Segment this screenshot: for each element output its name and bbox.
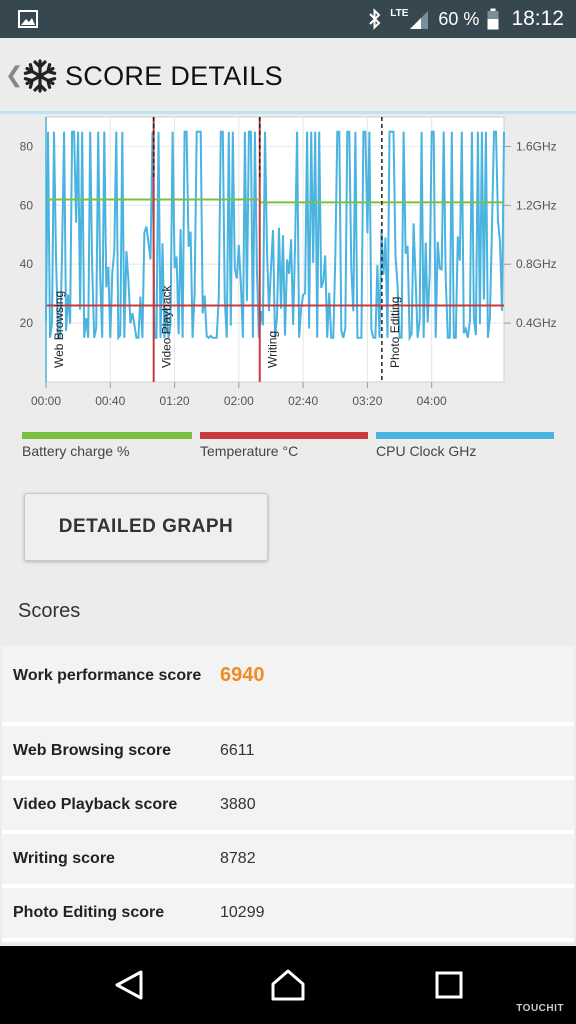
marker-label: Web Browsing [52, 291, 66, 368]
x-tick: 02:00 [224, 394, 254, 408]
navigation-bar: TOUCHIT [0, 946, 576, 1024]
x-tick: 00:00 [31, 394, 61, 408]
score-label: Photo Editing score [13, 904, 165, 921]
legend-battery-label: Battery charge % [22, 443, 130, 459]
page-title: SCORE DETAILS [65, 61, 283, 91]
x-tick: 01:20 [160, 394, 190, 408]
battery-percent: 60 % [438, 8, 480, 29]
score-value: 6611 [220, 742, 255, 759]
series-cpu-clock [45, 130, 505, 342]
legend-battery-swatch [22, 432, 192, 439]
back-icon[interactable] [112, 968, 146, 1002]
watermark: TOUCHIT [516, 1003, 564, 1014]
home-icon[interactable] [270, 968, 306, 1002]
score-label: Writing score [13, 850, 115, 867]
y-right-tick: 1.2GHz [516, 198, 557, 212]
chevron-left-icon[interactable]: ❮ [5, 62, 24, 87]
score-value: 10299 [220, 904, 265, 921]
score-value: 8782 [220, 850, 256, 867]
detailed-graph-button[interactable]: DETAILED GRAPH [24, 493, 268, 561]
scores-table: Work performance score 6940 Web Browsing… [2, 646, 574, 942]
x-tick: 02:40 [288, 394, 318, 408]
recents-icon[interactable] [434, 968, 464, 1002]
y-right-tick: 0.8GHz [516, 257, 557, 271]
chart-svg: 20 40 60 80 0.4GHz 0.8GHz 1.2GHz 1.6GHz 00:00 00:… [20, 116, 557, 408]
action-bar: ❮ SCORE DETAILS [0, 38, 576, 114]
score-row-video: Video Playback score 3880 [2, 780, 574, 834]
legend-cpu-swatch [376, 432, 554, 439]
legend-cpu: CPU Clock GHz [376, 432, 554, 459]
score-value: 6940 [220, 664, 265, 686]
legend-temperature-label: Temperature °C [200, 443, 299, 459]
signal-icon [410, 11, 429, 29]
score-row-writing: Writing score 8782 [2, 834, 574, 888]
y-right-tick: 0.4GHz [516, 316, 557, 330]
score-row-photo: Photo Editing score 10299 [2, 888, 574, 942]
battery-chart: 20 40 60 80 0.4GHz 0.8GHz 1.2GHz 1.6GHz 00:00 00:… [0, 114, 576, 414]
y-right-tick: 1.6GHz [516, 139, 557, 153]
x-tick: 03:20 [352, 394, 382, 408]
score-label: Work performance score [13, 667, 202, 684]
legend-temperature: Temperature °C [200, 432, 368, 459]
y-left-tick: 80 [20, 139, 34, 153]
marker-label: Writing [266, 331, 280, 368]
marker-label: Photo Editing [388, 297, 402, 368]
network-type: LTE [390, 7, 409, 19]
clock: 18:12 [511, 7, 564, 30]
marker-label: Video Playback [160, 285, 174, 369]
chart-legend: Battery charge % Temperature °C CPU Cloc… [22, 432, 554, 462]
score-value: 3880 [220, 796, 256, 813]
snowflake-icon [22, 59, 58, 93]
score-row-work: Work performance score 6940 [2, 646, 574, 726]
x-tick: 00:40 [95, 394, 125, 408]
gallery-icon [18, 10, 38, 28]
legend-cpu-label: CPU Clock GHz [376, 443, 477, 459]
battery-icon [487, 8, 499, 30]
score-label: Video Playback score [13, 796, 178, 813]
score-row-web: Web Browsing score 6611 [2, 726, 574, 780]
y-left-tick: 60 [20, 198, 34, 212]
score-label: Web Browsing score [13, 742, 171, 759]
status-bar: LTE 60 % 18:12 [0, 0, 576, 38]
legend-battery: Battery charge % [22, 432, 192, 459]
scores-heading: Scores [18, 600, 81, 622]
y-left-tick: 20 [20, 316, 34, 330]
x-tick: 04:00 [417, 394, 447, 408]
y-left-tick: 40 [20, 257, 34, 271]
legend-temperature-swatch [200, 432, 368, 439]
bluetooth-icon [369, 8, 381, 30]
